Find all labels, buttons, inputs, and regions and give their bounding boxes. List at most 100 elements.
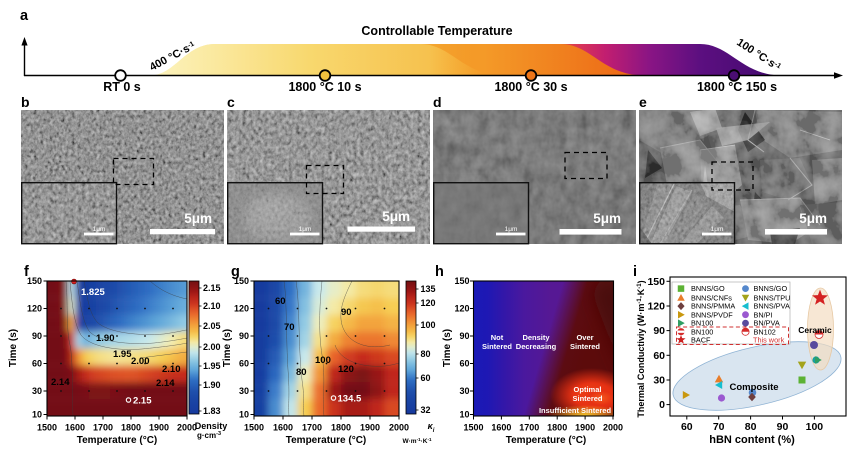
svg-text:10: 10	[32, 410, 42, 420]
svg-text:150: 150	[454, 276, 469, 286]
svg-text:2000: 2000	[603, 423, 623, 433]
svg-text:90: 90	[777, 421, 789, 433]
svg-text:BN/PI: BN/PI	[754, 310, 773, 319]
svg-text:60: 60	[653, 350, 665, 362]
svg-text:150: 150	[27, 276, 42, 286]
svg-text:Sintered: Sintered	[572, 394, 602, 403]
svg-text:2.05: 2.05	[203, 321, 221, 331]
svg-text:90: 90	[32, 331, 42, 341]
svg-text:1μm: 1μm	[505, 226, 518, 233]
svg-text:2.14: 2.14	[156, 378, 175, 389]
svg-text:1700: 1700	[302, 423, 322, 433]
svg-text:100: 100	[806, 421, 824, 433]
svg-text:b: b	[21, 94, 30, 110]
svg-text:1700: 1700	[93, 423, 113, 433]
svg-text:c: c	[227, 94, 235, 110]
svg-text:1600: 1600	[273, 423, 293, 433]
svg-text:BN102: BN102	[754, 327, 776, 336]
svg-text:BN100: BN100	[691, 327, 713, 336]
svg-text:100: 100	[315, 355, 331, 366]
svg-text:1μm: 1μm	[93, 226, 106, 233]
svg-text:Density: Density	[195, 421, 228, 431]
svg-text:Optimal: Optimal	[574, 385, 602, 394]
svg-text:Composite: Composite	[729, 382, 778, 393]
svg-text:1600: 1600	[65, 423, 85, 433]
svg-text:1.90: 1.90	[96, 333, 115, 344]
svg-text:1500: 1500	[37, 423, 57, 433]
svg-text:0: 0	[659, 399, 665, 411]
svg-text:BN100: BN100	[691, 319, 713, 328]
svg-text:d: d	[433, 94, 442, 110]
svg-text:BNNS/GO: BNNS/GO	[691, 284, 725, 293]
svg-text:60: 60	[681, 421, 693, 433]
svg-text:2.10: 2.10	[203, 301, 221, 311]
svg-text:1800 °C 10 s: 1800 °C 10 s	[288, 80, 361, 94]
svg-text:Thermal Conductiviy (W·m-1·K-1: Thermal Conductiviy (W·m-1·K-1)	[636, 280, 646, 417]
svg-text:1900: 1900	[360, 423, 380, 433]
svg-text:Time (s): Time (s)	[442, 329, 453, 367]
svg-text:2.00: 2.00	[131, 356, 150, 367]
svg-text:120: 120	[338, 364, 354, 375]
svg-text:Density: Density	[522, 333, 550, 342]
svg-text:BNNS/TPU: BNNS/TPU	[754, 293, 791, 302]
svg-text:1500: 1500	[244, 423, 264, 433]
svg-text:g·cm-3: g·cm-3	[197, 431, 221, 440]
svg-text:10: 10	[459, 410, 469, 420]
svg-text:30: 30	[32, 386, 42, 396]
svg-text:32: 32	[421, 405, 431, 415]
svg-text:1μm: 1μm	[711, 226, 724, 233]
svg-text:Time (s): Time (s)	[222, 329, 233, 367]
svg-text:60: 60	[32, 359, 42, 369]
svg-text:1700: 1700	[519, 423, 539, 433]
svg-text:Ceramic: Ceramic	[798, 325, 832, 335]
svg-text:120: 120	[454, 304, 469, 314]
svg-text:1600: 1600	[491, 423, 511, 433]
svg-text:5μm: 5μm	[382, 209, 410, 224]
svg-text:Decreasing: Decreasing	[516, 342, 557, 351]
svg-text:Controllable Temperature: Controllable Temperature	[361, 24, 512, 38]
svg-text:90: 90	[239, 331, 249, 341]
svg-text:2.10: 2.10	[162, 364, 181, 375]
svg-text:1800 °C 150 s: 1800 °C 150 s	[697, 80, 777, 94]
svg-text:BN/PVA: BN/PVA	[754, 319, 780, 328]
svg-text:60: 60	[275, 296, 286, 307]
svg-text:135: 135	[421, 284, 436, 294]
svg-text:Insufficient Sintered: Insufficient Sintered	[539, 406, 612, 415]
svg-text:5μm: 5μm	[184, 211, 212, 226]
svg-text:g: g	[231, 264, 240, 280]
svg-text:80: 80	[296, 367, 307, 378]
svg-text:Temperature (°C): Temperature (°C)	[506, 435, 587, 446]
svg-text:BACF: BACF	[691, 335, 711, 344]
svg-text:2.15: 2.15	[203, 283, 221, 293]
svg-text:30: 30	[653, 375, 665, 387]
svg-text:2.00: 2.00	[203, 342, 221, 352]
svg-text:10: 10	[239, 410, 249, 420]
svg-text:h: h	[435, 264, 444, 280]
svg-text:134.5: 134.5	[338, 394, 362, 405]
svg-text:This work: This work	[753, 335, 785, 344]
svg-text:90: 90	[459, 331, 469, 341]
svg-text:Sintered: Sintered	[570, 342, 600, 351]
svg-text:1.95: 1.95	[113, 349, 132, 360]
svg-text:1900: 1900	[575, 423, 595, 433]
svg-text:RT 0 s: RT 0 s	[103, 80, 141, 94]
svg-text:80: 80	[745, 421, 757, 433]
svg-text:Sintered: Sintered	[482, 342, 512, 351]
svg-text:Over: Over	[576, 333, 593, 342]
svg-text:Time (s): Time (s)	[8, 329, 19, 367]
svg-text:90: 90	[341, 307, 352, 318]
svg-text:1800: 1800	[547, 423, 567, 433]
svg-text:5μm: 5μm	[593, 211, 621, 226]
svg-text:BNNS/GO: BNNS/GO	[754, 284, 788, 293]
svg-text:BNNS/PMMA: BNNS/PMMA	[691, 302, 735, 311]
svg-text:1μm: 1μm	[299, 226, 312, 233]
svg-text:120: 120	[27, 304, 42, 314]
svg-text:1500: 1500	[463, 423, 483, 433]
svg-text:2000: 2000	[389, 423, 409, 433]
svg-text:2000: 2000	[177, 423, 197, 433]
svg-text:150: 150	[647, 276, 665, 288]
svg-text:60: 60	[459, 359, 469, 369]
svg-text:100: 100	[421, 320, 436, 330]
svg-text:1.825: 1.825	[81, 287, 105, 298]
svg-text:2.15: 2.15	[133, 396, 152, 407]
